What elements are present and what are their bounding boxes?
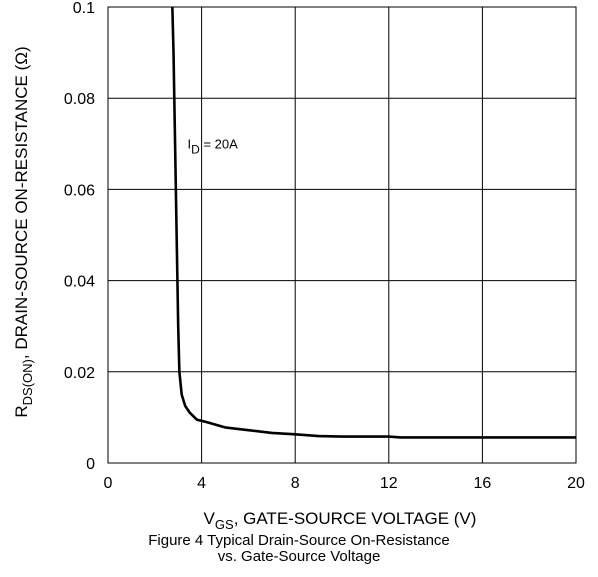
y-tick-label: 0.02	[64, 365, 95, 382]
y-axis-title-sub: DS(ON)	[20, 359, 35, 405]
x-axis-title-sub: GS	[215, 517, 234, 532]
x-axis-title-rest: , GATE-SOURCE VOLTAGE (V)	[234, 509, 477, 528]
x-tick-label: 12	[380, 475, 398, 492]
y-tick-label: 0.08	[64, 91, 95, 108]
x-tick-label: 4	[197, 475, 206, 492]
y-axis-title-rest: , DRAIN-SOURCE ON-RESISTANCE (Ω)	[12, 46, 31, 359]
grid-lines	[107, 6, 577, 464]
y-tick-label: 0.1	[73, 0, 95, 17]
y-axis-title-main: R	[12, 405, 31, 417]
y-axis-title: RDS(ON), DRAIN-SOURCE ON-RESISTANCE (Ω)	[12, 46, 35, 417]
x-axis-title: VGS, GATE-SOURCE VOLTAGE (V)	[204, 509, 477, 532]
figure-caption-line-2: vs. Gate-Source Voltage	[217, 548, 381, 565]
current-annotation: ID = 20A	[188, 136, 239, 156]
annotation-rest: = 20A	[200, 136, 238, 151]
x-axis-title-main: V	[204, 509, 216, 528]
chart-svg: 0 4 8 12 16 20 00.020.040.060.080.1 ID = 20A …	[12, 0, 585, 532]
y-tick-label: 0.06	[64, 182, 95, 199]
x-tick-labels: 0 4 8 12 16 20	[104, 475, 585, 492]
annotation-sub: D	[191, 142, 200, 156]
x-tick-label: 8	[291, 475, 300, 492]
y-tick-label: 0	[86, 456, 95, 473]
y-tick-label: 0.04	[64, 274, 95, 291]
figure-caption-line-1: Figure 4 Typical Drain-Source On-Resista…	[148, 532, 450, 549]
plot-frame	[107, 6, 577, 464]
x-tick-label: 0	[104, 475, 113, 492]
x-tick-label: 20	[567, 475, 585, 492]
x-tick-label: 16	[474, 475, 492, 492]
annotation-main: I	[188, 136, 192, 151]
series-line	[171, 6, 576, 439]
y-tick-labels: 0 0.02 0.04 0.06 0.08 0.1	[64, 0, 95, 473]
